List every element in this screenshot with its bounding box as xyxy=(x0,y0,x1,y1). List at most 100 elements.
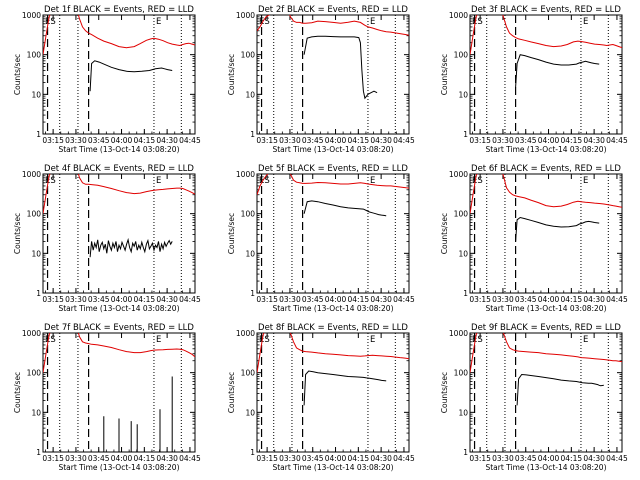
x-tick-label: 03:15 xyxy=(256,295,278,304)
series-events-line xyxy=(103,376,173,452)
marker-label-e: E xyxy=(583,176,588,186)
series-events-line xyxy=(516,373,604,406)
x-tick-label: 04:45 xyxy=(606,454,628,463)
marker-label-e: E xyxy=(583,17,588,27)
y-tick-label: 10 xyxy=(245,408,255,417)
x-tick-label: 03:30 xyxy=(279,295,301,304)
marker-label-es: ES xyxy=(259,17,270,27)
y-tick-label: 1 xyxy=(463,448,468,457)
y-tick-label: 1000 xyxy=(449,170,468,179)
marker-label-e: E xyxy=(370,335,375,345)
x-tick-label: 04:30 xyxy=(370,454,392,463)
y-tick-label: 100 xyxy=(454,51,469,60)
x-tick-label: 04:45 xyxy=(179,136,201,145)
y-axis-label: Counts/sec xyxy=(227,213,236,254)
x-tick-label: 03:30 xyxy=(65,295,87,304)
x-tick-label: 03:15 xyxy=(469,295,491,304)
marker-label-e: E xyxy=(583,335,588,345)
y-axis-label: Counts/sec xyxy=(227,372,236,413)
x-tick-label: 03:45 xyxy=(302,295,324,304)
x-tick-label: 03:30 xyxy=(65,136,87,145)
y-tick-label: 10 xyxy=(31,90,41,99)
x-tick-label: 04:30 xyxy=(156,454,178,463)
y-axis-label: Counts/sec xyxy=(13,54,22,95)
panel-title: Det 6f BLACK = Events, RED = LLD xyxy=(471,164,621,174)
series-events-line xyxy=(89,237,173,258)
panel-title: Det 5f BLACK = Events, RED = LLD xyxy=(258,164,408,174)
x-tick-label: 03:45 xyxy=(302,454,324,463)
panel-4: Det 4f BLACK = Events, RED = LLD 1 10 100 10… xyxy=(13,164,201,313)
x-tick-label: 04:15 xyxy=(348,295,370,304)
x-tick-label: 04:15 xyxy=(134,454,156,463)
panel-1: Det 1f BLACK = Events, RED = LLD 1 10 100 10… xyxy=(13,5,201,154)
y-tick-label: 10 xyxy=(31,249,41,258)
x-tick-label: 04:30 xyxy=(583,295,605,304)
y-tick-label: 100 xyxy=(241,51,256,60)
x-axis-label: Start Time (13-Oct-14 03:08:20) xyxy=(58,304,179,313)
x-axis-label: Start Time (13-Oct-14 03:08:20) xyxy=(272,463,393,472)
plot-frame xyxy=(256,332,410,453)
x-tick-label: 03:30 xyxy=(279,454,301,463)
y-tick-label: 1 xyxy=(36,289,41,298)
y-tick-label: 1 xyxy=(250,448,255,457)
series-events-line xyxy=(515,54,600,88)
series-lld-line xyxy=(470,333,622,373)
series-lld-line xyxy=(43,174,195,214)
panel-title: Det 3f BLACK = Events, RED = LLD xyxy=(471,5,621,15)
x-tick-label: 03:30 xyxy=(279,136,301,145)
y-tick-label: 1000 xyxy=(449,11,468,20)
y-axis-label: Counts/sec xyxy=(440,54,449,95)
y-tick-label: 1 xyxy=(250,289,255,298)
series-events-line xyxy=(303,35,378,100)
marker-label-e: E xyxy=(370,17,375,27)
y-tick-label: 100 xyxy=(27,51,42,60)
marker-label-es: ES xyxy=(472,335,483,345)
series-lld-line xyxy=(43,333,195,373)
marker-label-e: E xyxy=(156,17,161,27)
series-lld-line xyxy=(470,15,622,55)
x-tick-label: 03:15 xyxy=(42,295,64,304)
y-tick-label: 100 xyxy=(454,369,469,378)
x-axis-label: Start Time (13-Oct-14 03:08:20) xyxy=(485,463,606,472)
x-axis-label: Start Time (13-Oct-14 03:08:20) xyxy=(485,145,606,154)
y-axis-label: Counts/sec xyxy=(227,54,236,95)
x-tick-label: 03:15 xyxy=(42,136,64,145)
x-tick-label: 03:15 xyxy=(256,136,278,145)
x-tick-label: 04:00 xyxy=(325,136,347,145)
x-tick-label: 04:00 xyxy=(325,454,347,463)
plot-frame xyxy=(42,14,196,135)
x-tick-label: 03:45 xyxy=(515,295,537,304)
plot-frame xyxy=(42,173,196,294)
x-tick-label: 04:45 xyxy=(393,454,415,463)
x-tick-label: 04:15 xyxy=(561,454,583,463)
marker-label-es: ES xyxy=(45,17,56,27)
series-events-line xyxy=(303,200,387,217)
x-tick-label: 03:15 xyxy=(469,454,491,463)
x-tick-label: 04:15 xyxy=(561,295,583,304)
y-tick-label: 10 xyxy=(245,249,255,258)
plot-frame xyxy=(469,173,623,294)
x-tick-label: 03:15 xyxy=(469,136,491,145)
panel-9: Det 9f BLACK = Events, RED = LLD 1 10 100 10… xyxy=(440,323,628,472)
y-tick-label: 1 xyxy=(250,130,255,139)
x-tick-label: 04:15 xyxy=(348,454,370,463)
y-tick-label: 1000 xyxy=(236,170,255,179)
x-axis-label: Start Time (13-Oct-14 03:08:20) xyxy=(485,304,606,313)
y-tick-label: 1 xyxy=(36,130,41,139)
plot-frame xyxy=(256,14,410,135)
y-axis-label: Counts/sec xyxy=(13,372,22,413)
x-tick-label: 03:30 xyxy=(65,454,87,463)
x-tick-label: 03:45 xyxy=(515,454,537,463)
panel-6: Det 6f BLACK = Events, RED = LLD 1 10 100 10… xyxy=(440,164,628,313)
x-tick-label: 04:00 xyxy=(538,136,560,145)
x-tick-label: 04:30 xyxy=(156,136,178,145)
x-tick-label: 03:45 xyxy=(88,295,110,304)
x-tick-label: 04:30 xyxy=(583,136,605,145)
series-lld-line xyxy=(257,174,409,195)
plot-frame xyxy=(469,14,623,135)
panel-title: Det 9f BLACK = Events, RED = LLD xyxy=(471,323,621,333)
panel-8: Det 8f BLACK = Events, RED = LLD 1 10 100 10… xyxy=(227,323,415,472)
y-tick-label: 10 xyxy=(31,408,41,417)
y-tick-label: 100 xyxy=(241,369,256,378)
y-tick-label: 1000 xyxy=(22,11,41,20)
